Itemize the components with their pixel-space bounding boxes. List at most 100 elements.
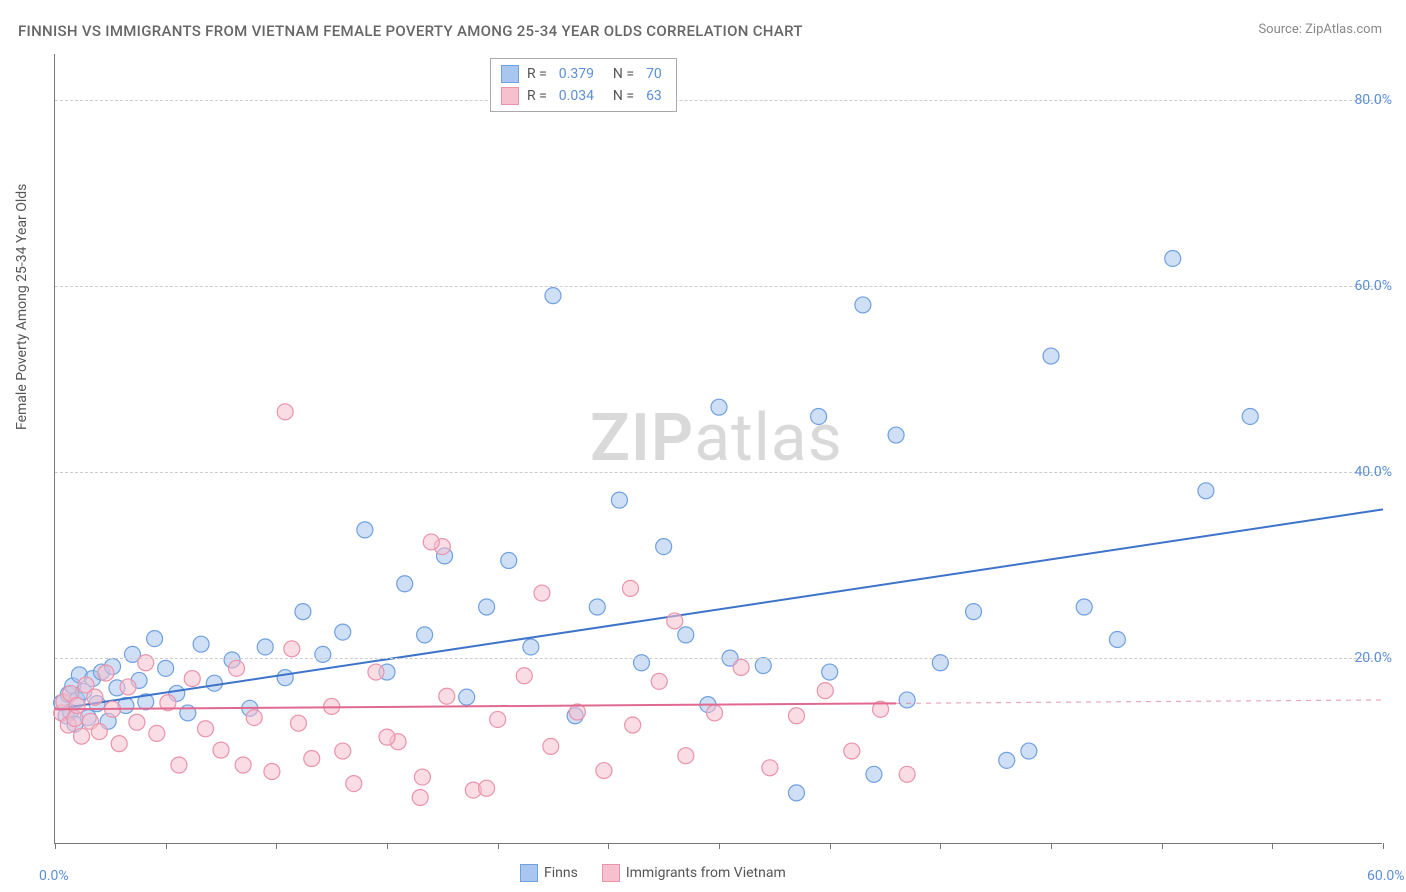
data-point bbox=[147, 631, 163, 647]
source-attribution: Source: ZipAtlas.com bbox=[1258, 22, 1382, 37]
stat-n-label: N = bbox=[606, 66, 634, 82]
legend-item: Immigrants from Vietnam bbox=[602, 864, 786, 882]
x-tick bbox=[608, 843, 609, 849]
stat-r-label: R = bbox=[527, 66, 547, 82]
data-point bbox=[788, 708, 804, 724]
legend-stat-row: R =0.034 N =63 bbox=[501, 85, 666, 107]
data-point bbox=[111, 736, 127, 752]
stat-r-value: 0.034 bbox=[559, 88, 594, 104]
data-point bbox=[1242, 408, 1258, 424]
data-point bbox=[844, 743, 860, 759]
data-point bbox=[788, 785, 804, 801]
data-point bbox=[357, 522, 373, 538]
gridline bbox=[55, 658, 1382, 659]
legend-stat-row: R =0.379 N =70 bbox=[501, 63, 666, 85]
x-tick bbox=[1272, 843, 1273, 849]
data-point bbox=[707, 705, 723, 721]
legend-swatch bbox=[602, 864, 620, 882]
x-tick bbox=[1383, 843, 1384, 849]
y-tick-label: 80.0% bbox=[1354, 92, 1392, 108]
data-point bbox=[589, 599, 605, 615]
data-point bbox=[335, 743, 351, 759]
data-point bbox=[414, 769, 430, 785]
data-point bbox=[277, 404, 293, 420]
y-tick-label: 60.0% bbox=[1354, 278, 1392, 294]
x-tick bbox=[940, 843, 941, 849]
x-tick bbox=[830, 843, 831, 849]
stat-n-value: 70 bbox=[646, 66, 662, 82]
scatter-svg bbox=[55, 54, 1382, 843]
legend-swatch bbox=[501, 65, 519, 83]
data-point bbox=[1198, 483, 1214, 499]
data-point bbox=[1021, 743, 1037, 759]
legend-bottom: Finns Immigrants from Vietnam bbox=[520, 864, 786, 882]
data-point bbox=[516, 668, 532, 684]
data-point bbox=[479, 599, 495, 615]
x-tick bbox=[498, 843, 499, 849]
data-point bbox=[1043, 348, 1059, 364]
data-point bbox=[656, 539, 672, 555]
gridline bbox=[55, 286, 1382, 287]
data-point bbox=[545, 288, 561, 304]
data-point bbox=[667, 613, 683, 629]
data-point bbox=[335, 624, 351, 640]
x-tick bbox=[166, 843, 167, 849]
legend-label: Finns bbox=[544, 865, 578, 881]
data-point bbox=[120, 679, 136, 695]
data-point bbox=[711, 399, 727, 415]
data-point bbox=[129, 714, 145, 730]
x-tick bbox=[1051, 843, 1052, 849]
data-point bbox=[1165, 250, 1181, 266]
data-point bbox=[762, 760, 778, 776]
data-point bbox=[246, 710, 262, 726]
data-point bbox=[1076, 599, 1092, 615]
x-tick bbox=[719, 843, 720, 849]
x-tick bbox=[1162, 843, 1163, 849]
legend-swatch bbox=[501, 87, 519, 105]
data-point bbox=[98, 665, 114, 681]
data-point bbox=[284, 641, 300, 657]
data-point bbox=[866, 766, 882, 782]
y-tick-label: 20.0% bbox=[1354, 650, 1392, 666]
data-point bbox=[74, 728, 90, 744]
data-point bbox=[198, 721, 214, 737]
data-point bbox=[1109, 632, 1125, 648]
data-point bbox=[193, 636, 209, 652]
data-point bbox=[69, 698, 85, 714]
gridline bbox=[55, 472, 1382, 473]
data-point bbox=[91, 724, 107, 740]
data-point bbox=[678, 627, 694, 643]
data-point bbox=[368, 664, 384, 680]
stat-r-label: R = bbox=[527, 88, 547, 104]
data-point bbox=[966, 604, 982, 620]
data-point bbox=[213, 742, 229, 758]
legend-swatch bbox=[520, 864, 538, 882]
data-point bbox=[235, 757, 251, 773]
data-point bbox=[888, 427, 904, 443]
x-tick-label: 0.0% bbox=[39, 868, 69, 884]
data-point bbox=[625, 717, 641, 733]
data-point bbox=[534, 585, 550, 601]
data-point bbox=[277, 670, 293, 686]
data-point bbox=[412, 790, 428, 806]
x-tick bbox=[55, 843, 56, 849]
data-point bbox=[490, 711, 506, 727]
legend-label: Immigrants from Vietnam bbox=[626, 865, 786, 881]
plot-area bbox=[54, 54, 1382, 844]
data-point bbox=[596, 763, 612, 779]
data-point bbox=[622, 580, 638, 596]
legend-stats-box: R =0.379 N =70R =0.034 N =63 bbox=[490, 58, 677, 112]
data-point bbox=[822, 664, 838, 680]
data-point bbox=[733, 659, 749, 675]
data-point bbox=[755, 658, 771, 674]
data-point bbox=[397, 576, 413, 592]
data-point bbox=[899, 766, 915, 782]
data-point bbox=[439, 688, 455, 704]
data-point bbox=[811, 408, 827, 424]
data-point bbox=[315, 646, 331, 662]
data-point bbox=[290, 715, 306, 731]
x-tick bbox=[387, 843, 388, 849]
source-value: ZipAtlas.com bbox=[1305, 22, 1382, 37]
source-label: Source: bbox=[1258, 22, 1301, 37]
gridline bbox=[55, 100, 1382, 101]
